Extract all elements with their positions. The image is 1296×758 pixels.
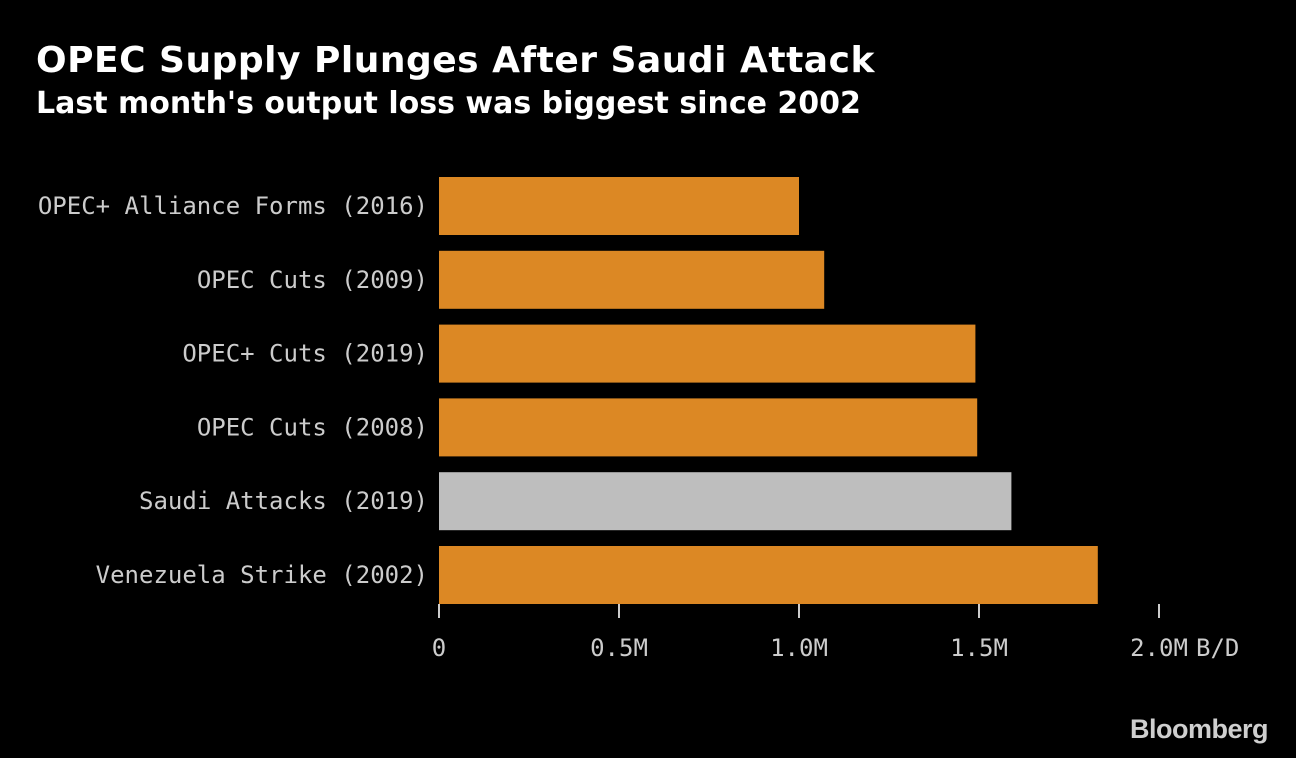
x-tick-label: 1.0M [770,634,828,662]
category-label: Venezuela Strike (2002) [96,561,428,589]
x-axis: 0 0.5M 1.0M 1.5M 2.0M B/D [432,604,1239,662]
x-tick-label: 2.0M [1130,634,1188,662]
x-tick-label: 0 [432,634,446,662]
bloomberg-logo: Bloomberg [1129,714,1269,744]
category-label: OPEC Cuts (2008) [197,413,428,441]
x-tick-label: 0.5M [590,634,648,662]
bar-4 [439,472,1012,531]
category-label: Saudi Attacks (2019) [139,487,428,515]
bar-1 [439,250,825,309]
bars-group [439,177,1098,604]
x-tick-label: 1.5M [950,634,1008,662]
category-label: OPEC+ Cuts (2019) [182,340,428,368]
category-label: OPEC+ Alliance Forms (2016) [38,192,428,220]
bar-3 [439,398,978,457]
category-labels: OPEC+ Alliance Forms (2016) OPEC Cuts (20… [38,192,428,589]
bar-2 [439,324,976,383]
bar-5 [439,546,1098,604]
category-label: OPEC Cuts (2009) [197,266,428,294]
chart-subtitle: Last month's output loss was biggest sin… [36,86,861,121]
x-unit-label: B/D [1196,634,1239,662]
bar-0 [439,177,799,235]
chart-title: OPEC Supply Plunges After Saudi Attack [36,40,875,81]
